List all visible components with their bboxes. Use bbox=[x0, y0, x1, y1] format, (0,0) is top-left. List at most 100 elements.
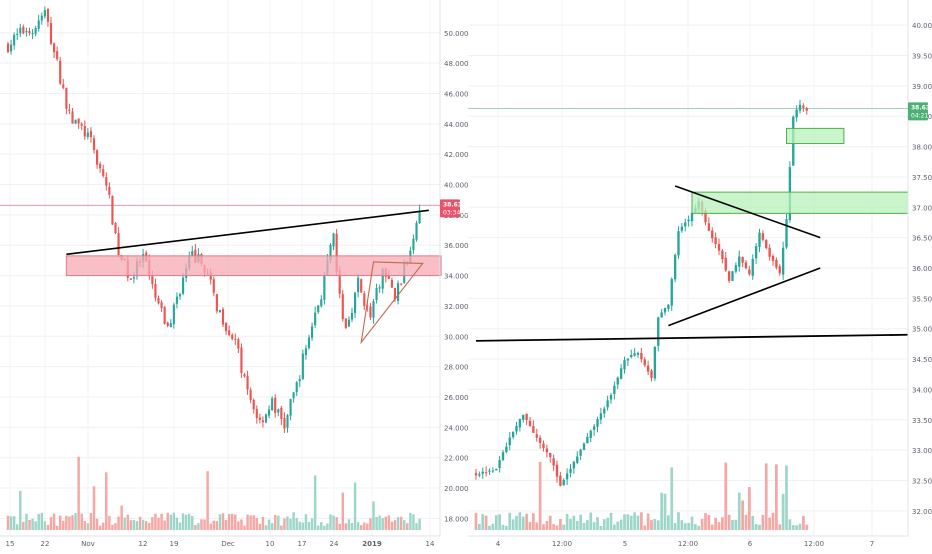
left-volume-bar bbox=[301, 522, 305, 530]
left-volume-bar bbox=[289, 518, 292, 530]
right-candle-body bbox=[565, 473, 569, 480]
left-volume-bar bbox=[123, 517, 126, 530]
left-volume-bar bbox=[212, 520, 216, 530]
left-volume-bar bbox=[267, 519, 271, 530]
left-candle-body bbox=[292, 392, 295, 399]
left-volume-bar bbox=[98, 525, 102, 530]
left-volume-bar bbox=[224, 520, 228, 530]
right-y-tick-label: 34.500 bbox=[912, 356, 932, 364]
right-candle-body bbox=[613, 385, 616, 395]
right-volume-bar bbox=[768, 517, 771, 530]
left-candle-body bbox=[163, 306, 166, 324]
left-volume-bar bbox=[384, 516, 388, 530]
left-y-tick-label: 36.000 bbox=[444, 242, 469, 250]
left-x-tick-label: 24 bbox=[330, 540, 339, 548]
left-candle-body bbox=[218, 310, 222, 313]
right-volume-bar bbox=[751, 515, 755, 530]
left-volume-bar bbox=[359, 525, 363, 530]
left-candle-body bbox=[154, 284, 157, 298]
right-volume-bar bbox=[731, 519, 734, 530]
left-candle-body bbox=[56, 51, 59, 60]
left-volume-bar bbox=[163, 520, 166, 530]
right-candle-body bbox=[768, 247, 771, 257]
left-candle-body bbox=[301, 353, 304, 379]
right-volume-bar bbox=[488, 525, 491, 530]
right-x-tick-label: 5 bbox=[623, 540, 627, 548]
right-candle-body bbox=[525, 413, 528, 420]
left-candle-body bbox=[329, 244, 332, 260]
right-candle-body bbox=[765, 240, 768, 249]
left-volume-bar bbox=[49, 517, 53, 530]
left-candle-body bbox=[37, 20, 40, 29]
left-volume-bar bbox=[9, 516, 13, 530]
right-volume-bar bbox=[491, 523, 495, 530]
right-volume-bar bbox=[694, 524, 697, 530]
left-y-tick-label: 26.000 bbox=[444, 394, 469, 402]
left-candle-body bbox=[335, 233, 338, 272]
right-volume-bar bbox=[555, 525, 559, 530]
right-candle-body bbox=[802, 105, 805, 108]
right-candle-body bbox=[731, 271, 734, 281]
left-volume-bar bbox=[28, 520, 31, 530]
left-candle-body bbox=[258, 417, 261, 420]
left-volume-bar bbox=[221, 513, 225, 530]
right-candle-body bbox=[721, 250, 724, 260]
left-volume-bar bbox=[22, 521, 25, 530]
right-candle-body bbox=[630, 354, 633, 358]
left-candle-body bbox=[129, 278, 132, 280]
left-y-tick-label: 28.000 bbox=[444, 364, 469, 372]
right-candle-body bbox=[542, 443, 545, 449]
right-volume-bar bbox=[778, 524, 782, 530]
left-volume-bar bbox=[86, 523, 90, 530]
right-y-tick-label: 37.500 bbox=[912, 174, 932, 182]
right-volume-bar bbox=[592, 522, 596, 530]
right-volume-bar bbox=[579, 514, 582, 530]
right-candle-body bbox=[754, 246, 758, 259]
left-volume-bar bbox=[37, 513, 40, 530]
left-triangle-pattern bbox=[360, 261, 424, 345]
left-volume-bar bbox=[68, 516, 71, 530]
right-x-axis[interactable]: 4 12:00 5 12:00 6 12:00 7 bbox=[468, 535, 908, 548]
right-candle-body bbox=[545, 448, 549, 453]
left-candle-body bbox=[22, 26, 25, 34]
right-candle-body bbox=[795, 109, 798, 118]
right-volume-bar bbox=[505, 525, 508, 530]
right-y-axis[interactable]: 40.00039.50039.00038.50038.00037.50037.0… bbox=[907, 0, 932, 536]
left-candle-body bbox=[178, 294, 182, 297]
left-volume-bar bbox=[406, 523, 409, 530]
right-volume-bar bbox=[532, 513, 535, 530]
right-candle-body bbox=[586, 436, 589, 444]
left-candle-body bbox=[31, 33, 34, 35]
left-volume-bar bbox=[277, 515, 280, 530]
right-y-tick-label: 35.500 bbox=[912, 295, 932, 303]
right-volume-bar bbox=[754, 524, 758, 530]
right-volume-bar bbox=[619, 519, 623, 530]
left-volume bbox=[6, 456, 421, 530]
left-y-tick-label: 34.000 bbox=[444, 273, 469, 281]
left-volume-bar bbox=[304, 514, 308, 530]
left-x-tick-label: 14 bbox=[426, 540, 435, 548]
right-candle-body bbox=[724, 257, 727, 271]
left-volume-bar bbox=[280, 525, 283, 530]
right-candle-body bbox=[596, 419, 599, 427]
left-volume-bar bbox=[55, 525, 59, 530]
right-volume-bar bbox=[548, 515, 552, 530]
right-volume-bar bbox=[748, 487, 751, 530]
right-candle-body bbox=[690, 212, 694, 222]
right-support-line bbox=[475, 333, 909, 342]
left-candle-body bbox=[224, 323, 228, 332]
right-volume-bar bbox=[623, 514, 626, 530]
left-candle-body bbox=[350, 312, 354, 320]
right-y-tick-label: 40.000 bbox=[912, 22, 932, 30]
right-x-tick-label: 4 bbox=[496, 540, 501, 548]
left-y-axis[interactable]: 50.00048.00046.00044.00042.00040.00038.0… bbox=[439, 0, 469, 536]
right-candle-body bbox=[704, 210, 707, 223]
left-candle-body bbox=[357, 277, 360, 293]
left-volume-bar bbox=[350, 523, 354, 530]
right-candle-body bbox=[707, 223, 711, 231]
right-candle-body bbox=[781, 247, 785, 275]
left-x-axis[interactable]: 15 22 Nov 12 19 Dec 10 17 24 2019 14 bbox=[0, 535, 440, 548]
left-candle-body bbox=[166, 322, 169, 326]
right-candle-body bbox=[505, 446, 508, 452]
right-volume-bar bbox=[680, 520, 684, 530]
